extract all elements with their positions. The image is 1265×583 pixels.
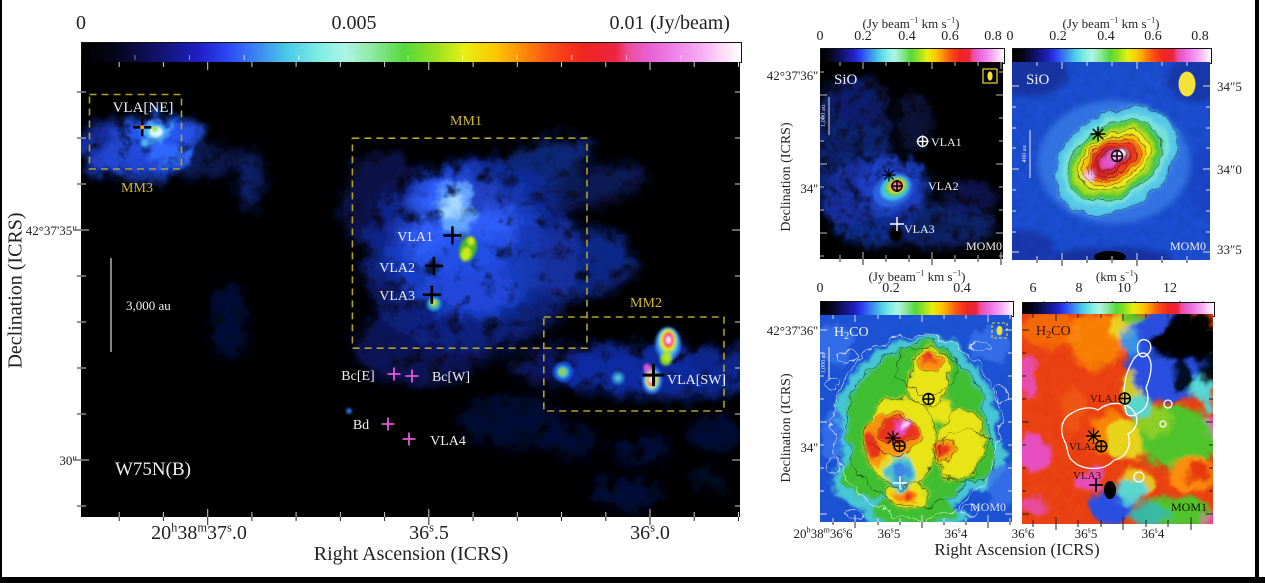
svg-text:SiO: SiO	[834, 72, 858, 88]
svg-text:400 au: 400 au	[1021, 144, 1028, 162]
svg-text:VLA[NE]: VLA[NE]	[113, 100, 174, 116]
svg-text:VLA1: VLA1	[931, 135, 962, 149]
svg-text:H2CO: H2CO	[834, 325, 869, 342]
svg-text:MOM0: MOM0	[1170, 239, 1206, 253]
svg-text:MOM1: MOM1	[1171, 500, 1207, 514]
svg-text:VLA3: VLA3	[904, 222, 935, 236]
svg-text:MM1: MM1	[450, 114, 482, 129]
svg-text:VLA1: VLA1	[1090, 393, 1118, 405]
svg-text:1,000 au: 1,000 au	[821, 353, 827, 374]
svg-text:MOM0: MOM0	[970, 500, 1006, 514]
svg-text:1,000 au: 1,000 au	[820, 104, 827, 127]
svg-text:MM2: MM2	[630, 296, 662, 311]
svg-text:VLA3: VLA3	[379, 289, 415, 304]
svg-text:Bc[E]: Bc[E]	[341, 369, 374, 384]
svg-text:VLA[SW]: VLA[SW]	[667, 373, 726, 388]
svg-text:W75N(B): W75N(B)	[115, 459, 191, 480]
svg-text:VLA4: VLA4	[430, 434, 466, 449]
svg-text:SiO: SiO	[1026, 72, 1050, 88]
svg-text:MOM0: MOM0	[966, 239, 1002, 253]
svg-text:3,000 au: 3,000 au	[126, 298, 171, 313]
svg-text:VLA1: VLA1	[397, 230, 433, 245]
svg-text:Bd: Bd	[353, 418, 369, 433]
svg-text:MM3: MM3	[121, 181, 153, 196]
svg-text:VLA2: VLA2	[1069, 441, 1097, 453]
svg-text:VLA2: VLA2	[928, 179, 959, 193]
svg-text:VLA2: VLA2	[379, 261, 415, 276]
svg-text:VLA3: VLA3	[1073, 470, 1102, 482]
svg-text:H2CO: H2CO	[1036, 324, 1071, 341]
svg-text:Bc[W]: Bc[W]	[432, 370, 470, 385]
